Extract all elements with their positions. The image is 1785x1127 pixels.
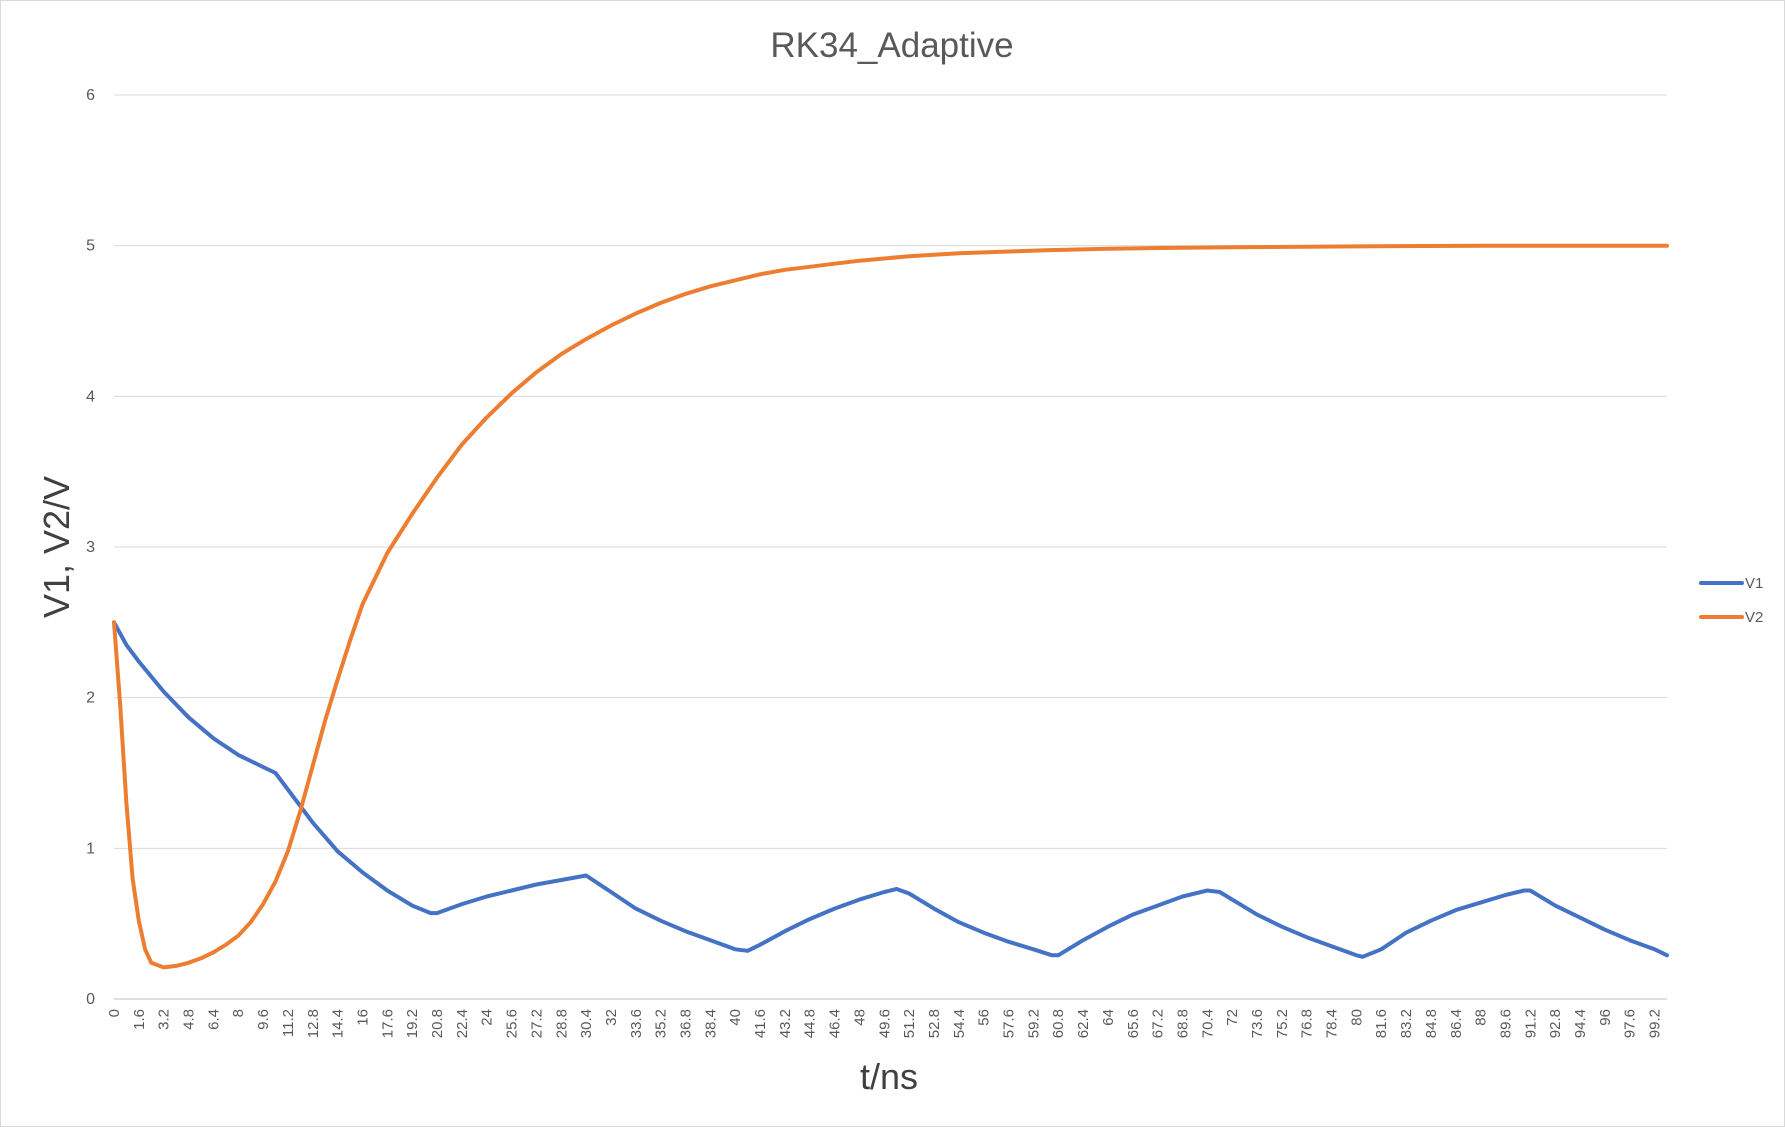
x-tick-label: 0 bbox=[106, 1009, 123, 1017]
x-tick-label: 12.8 bbox=[305, 1009, 322, 1038]
gridlines bbox=[114, 94, 1667, 1000]
x-tick-label: 62.4 bbox=[1075, 1009, 1092, 1038]
y-tick-label: 3 bbox=[86, 539, 95, 556]
x-tick-label: 56 bbox=[976, 1009, 993, 1026]
y-tick-label: 2 bbox=[86, 690, 95, 707]
x-tick-label: 91.2 bbox=[1522, 1009, 1539, 1038]
y-tick-label: 1 bbox=[86, 840, 95, 857]
x-tick-label: 16 bbox=[354, 1009, 371, 1026]
x-tick-label: 88 bbox=[1473, 1009, 1490, 1026]
x-tick-label: 36.8 bbox=[678, 1009, 695, 1038]
x-tick-label: 1.6 bbox=[131, 1009, 148, 1030]
x-tick-label: 25.6 bbox=[504, 1009, 521, 1038]
x-tick-label: 28.8 bbox=[553, 1009, 570, 1038]
x-tick-label: 46.4 bbox=[827, 1009, 844, 1038]
x-tick-label: 89.6 bbox=[1497, 1009, 1514, 1038]
x-tick-label: 9.6 bbox=[255, 1009, 272, 1030]
y-tick-label: 4 bbox=[86, 388, 95, 405]
x-tick-label: 20.8 bbox=[429, 1009, 446, 1038]
x-axis-title: t/ns bbox=[860, 1056, 918, 1097]
x-tick-label: 67.2 bbox=[1150, 1009, 1167, 1038]
x-tick-label: 76.8 bbox=[1299, 1009, 1316, 1038]
x-tick-label: 86.4 bbox=[1448, 1009, 1465, 1038]
x-tick-label: 40 bbox=[727, 1009, 744, 1026]
x-tick-label: 99.2 bbox=[1647, 1009, 1664, 1038]
x-tick-label: 59.2 bbox=[1025, 1009, 1042, 1038]
y-axis-title: V1, V2/V bbox=[36, 476, 77, 618]
x-tick-label: 49.6 bbox=[876, 1009, 893, 1038]
x-tick-label: 80 bbox=[1348, 1009, 1365, 1026]
x-tick-label: 75.2 bbox=[1274, 1009, 1291, 1038]
x-tick-label: 78.4 bbox=[1324, 1009, 1341, 1038]
legend: V1 V2 bbox=[1699, 575, 1763, 626]
x-tick-label: 73.6 bbox=[1249, 1009, 1266, 1038]
x-tick-label: 72 bbox=[1224, 1009, 1241, 1026]
x-tick-label: 32 bbox=[603, 1009, 620, 1026]
x-tick-label: 60.8 bbox=[1050, 1009, 1067, 1038]
x-tick-label: 57.6 bbox=[1001, 1009, 1018, 1038]
x-tick-label: 17.6 bbox=[379, 1009, 396, 1038]
x-tick-label: 83.2 bbox=[1398, 1009, 1415, 1038]
x-tick-label: 8 bbox=[230, 1009, 247, 1017]
series-line-v2 bbox=[112, 243, 1669, 970]
x-tick-label: 96 bbox=[1597, 1009, 1614, 1026]
x-tick-label: 97.6 bbox=[1622, 1009, 1639, 1038]
x-tick-label: 48 bbox=[851, 1009, 868, 1026]
x-tick-label: 27.2 bbox=[528, 1009, 545, 1038]
x-tick-label: 65.6 bbox=[1125, 1009, 1142, 1038]
x-tick-label: 43.2 bbox=[777, 1009, 794, 1038]
x-tick-label: 51.2 bbox=[901, 1009, 918, 1038]
x-tick-label: 94.4 bbox=[1572, 1009, 1589, 1038]
x-tick-label: 14.4 bbox=[330, 1009, 347, 1038]
x-tick-label: 30.4 bbox=[578, 1009, 595, 1038]
y-tick-label: 6 bbox=[86, 87, 95, 104]
x-tick-label: 33.6 bbox=[628, 1009, 645, 1038]
series-lines bbox=[112, 243, 1669, 970]
x-tick-label: 70.4 bbox=[1199, 1009, 1216, 1038]
x-tick-label: 3.2 bbox=[156, 1009, 173, 1030]
x-tick-label: 22.4 bbox=[454, 1009, 471, 1038]
legend-label-v1: V1 bbox=[1745, 575, 1763, 592]
x-tick-label: 68.8 bbox=[1174, 1009, 1191, 1038]
y-axis-ticks: 0 1 2 3 4 5 6 bbox=[86, 87, 95, 1008]
x-tick-label: 81.6 bbox=[1373, 1009, 1390, 1038]
x-tick-label: 64 bbox=[1100, 1009, 1117, 1026]
series-line-v1 bbox=[112, 620, 1669, 959]
x-tick-label: 84.8 bbox=[1423, 1009, 1440, 1038]
x-tick-label: 54.4 bbox=[951, 1009, 968, 1038]
x-tick-label: 52.8 bbox=[926, 1009, 943, 1038]
x-tick-label: 44.8 bbox=[802, 1009, 819, 1038]
y-tick-label: 5 bbox=[86, 238, 95, 255]
y-tick-label: 0 bbox=[86, 991, 95, 1008]
x-tick-label: 41.6 bbox=[752, 1009, 769, 1038]
x-tick-label: 92.8 bbox=[1547, 1009, 1564, 1038]
x-tick-label: 6.4 bbox=[205, 1009, 222, 1030]
x-axis-ticks: 0 1.6 3.2 4.8 6.4 8 9.6 11.2 12.8 14.4 16 17.6 19.2 2… bbox=[106, 1009, 1664, 1038]
x-tick-label: 35.2 bbox=[653, 1009, 670, 1038]
legend-label-v2: V2 bbox=[1745, 609, 1763, 626]
x-tick-label: 38.4 bbox=[702, 1009, 719, 1038]
x-tick-label: 4.8 bbox=[181, 1009, 198, 1030]
x-tick-label: 19.2 bbox=[404, 1009, 421, 1038]
x-tick-label: 24 bbox=[479, 1009, 496, 1026]
x-tick-label: 11.2 bbox=[280, 1009, 297, 1037]
chart-title: RK34_Adaptive bbox=[770, 26, 1013, 65]
